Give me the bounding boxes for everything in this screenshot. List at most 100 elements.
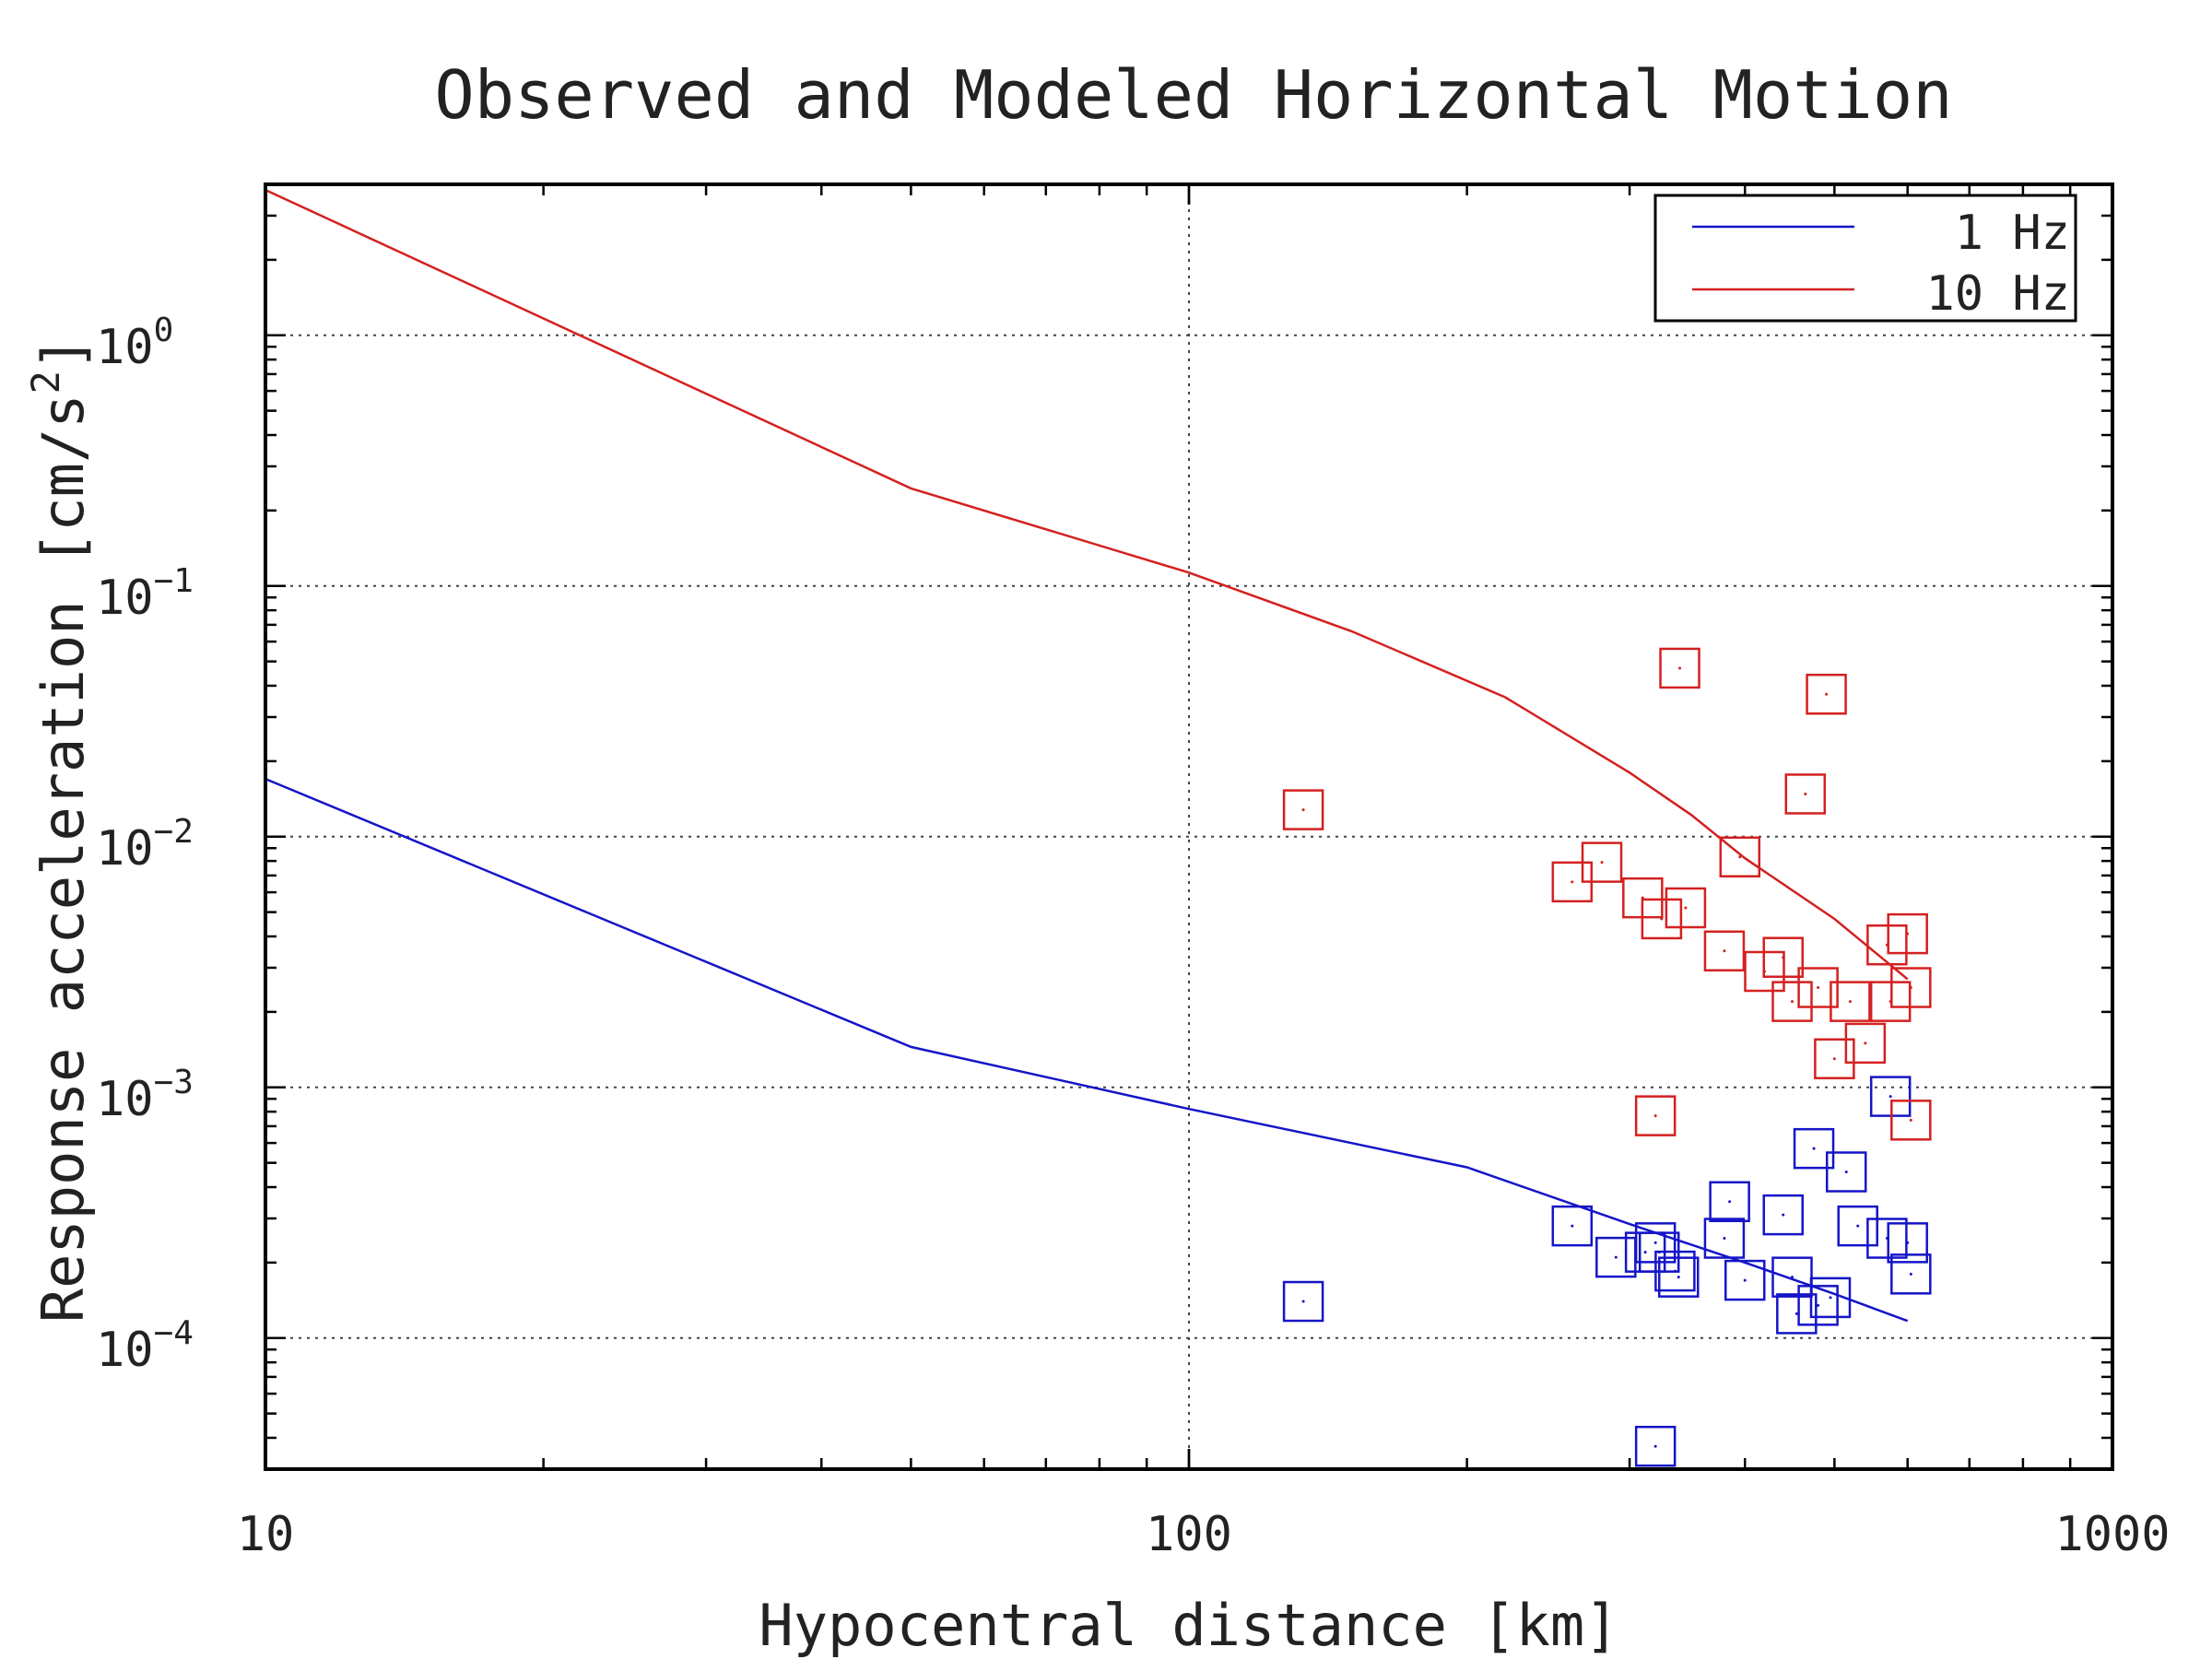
x-tick-label: 10 — [237, 1507, 295, 1562]
y-tick-base: 10 — [96, 1323, 154, 1378]
observation-marker — [1797, 967, 1839, 1008]
legend: 1 Hz 10 Hz — [1653, 194, 2077, 323]
observation-point — [1791, 1276, 1794, 1279]
observation-marker — [1719, 836, 1761, 878]
observation-point — [1782, 956, 1785, 959]
observation-marker — [1282, 1280, 1324, 1323]
observation-point — [1909, 986, 1912, 990]
observation-point — [1791, 1000, 1794, 1004]
observation-marker — [1703, 930, 1746, 972]
observation-point — [1723, 1237, 1726, 1241]
y-tick-label: 10−3 — [96, 1064, 194, 1127]
y-tick-base: 10 — [96, 320, 154, 375]
observation-point — [1723, 949, 1726, 953]
observation-point — [1728, 1200, 1732, 1204]
observation-marker — [1762, 936, 1804, 978]
series-1hz — [265, 777, 1932, 1467]
y-tick-base: 10 — [96, 821, 154, 877]
observation-point — [1678, 666, 1682, 670]
observation-point — [1684, 906, 1688, 910]
y-tick-exponent: −4 — [154, 1314, 194, 1352]
observation-point — [1571, 1224, 1574, 1228]
observation-point — [1660, 917, 1664, 921]
observation-point — [1301, 808, 1305, 812]
observation-marker — [1890, 1253, 1932, 1295]
observation-marker — [1837, 1205, 1878, 1247]
observation-marker — [1844, 1022, 1887, 1065]
grid — [265, 184, 2112, 1469]
observation-marker — [1658, 1256, 1700, 1298]
observation-marker — [1797, 1285, 1839, 1326]
observation-point — [1856, 1224, 1860, 1228]
y-axis-label-main: Response acceleration [cm/s — [29, 394, 97, 1323]
observation-point — [1643, 1251, 1647, 1254]
observation-point — [1653, 1114, 1657, 1118]
y-tick-base: 10 — [96, 571, 154, 626]
observation-marker — [1825, 1151, 1867, 1193]
observation-point — [1571, 880, 1574, 884]
observation-point — [1653, 1241, 1657, 1244]
y-axis-label-end: ] — [29, 336, 97, 371]
observation-marker — [1784, 773, 1827, 815]
observation-point — [1804, 792, 1807, 795]
legend-box — [1653, 194, 2077, 323]
observation-marker — [1634, 1095, 1677, 1136]
observation-point — [1909, 1272, 1912, 1276]
observation-marker — [1809, 1277, 1852, 1319]
observation-point — [1848, 1000, 1852, 1004]
observation-marker — [1703, 1218, 1746, 1259]
observation-marker — [1762, 1194, 1804, 1236]
y-tick-base: 10 — [96, 1072, 154, 1127]
observation-point — [1888, 1095, 1892, 1099]
y-tick-exponent: −1 — [154, 562, 194, 600]
observation-point — [1673, 1269, 1677, 1273]
x-tick-labels: 10 100 1000 — [237, 1507, 2171, 1562]
observation-marker — [1551, 1205, 1594, 1247]
observation-point — [1812, 1147, 1816, 1150]
observation-marker — [1776, 1293, 1818, 1335]
observation-point — [1825, 692, 1829, 696]
y-axis-label-sup: 2 — [23, 371, 68, 394]
y-tick-label: 100 — [96, 312, 173, 375]
observation-marker — [1659, 647, 1700, 689]
observation-point — [1677, 1276, 1680, 1279]
observation-point — [1738, 855, 1742, 859]
observation-point — [1817, 986, 1820, 990]
observation-marker — [1641, 898, 1683, 940]
observation-point — [1743, 1278, 1747, 1282]
observation-marker — [1830, 981, 1871, 1022]
observation-marker — [1793, 1127, 1835, 1170]
legend-label-10hz: 10 Hz — [1925, 266, 2070, 322]
observation-point — [1782, 1213, 1785, 1217]
observation-marker — [1866, 1218, 1908, 1259]
observation-point — [1864, 1041, 1867, 1045]
y-tick-exponent: 0 — [154, 312, 174, 349]
y-tick-exponent: −3 — [154, 1064, 194, 1101]
observation-marker — [1709, 1181, 1750, 1223]
series-layer — [265, 188, 1932, 1467]
y-tick-exponent: −2 — [154, 813, 194, 851]
observation-marker — [1890, 1100, 1932, 1141]
observation-point — [1301, 1300, 1305, 1303]
observation-point — [1653, 1444, 1657, 1448]
observation-point — [1844, 1171, 1848, 1174]
observation-point — [1829, 1296, 1832, 1300]
observation-marker — [1581, 841, 1623, 883]
observation-marker — [1665, 887, 1707, 929]
plot-frame — [264, 182, 2114, 1471]
observation-marker — [1634, 1425, 1677, 1467]
y-tick-label: 10−4 — [96, 1314, 194, 1378]
observation-marker — [1866, 924, 1908, 966]
observation-marker — [1724, 1259, 1766, 1301]
observation-point — [1906, 1241, 1910, 1244]
observation-point — [1906, 932, 1910, 935]
observation-point — [1614, 1255, 1618, 1259]
observation-marker — [1814, 1038, 1855, 1080]
observation-marker — [1806, 673, 1847, 715]
x-tick-label: 1000 — [2054, 1507, 2170, 1562]
series-10hz — [265, 188, 1932, 1141]
observation-marker — [1771, 981, 1813, 1022]
observation-marker — [1654, 1250, 1696, 1292]
